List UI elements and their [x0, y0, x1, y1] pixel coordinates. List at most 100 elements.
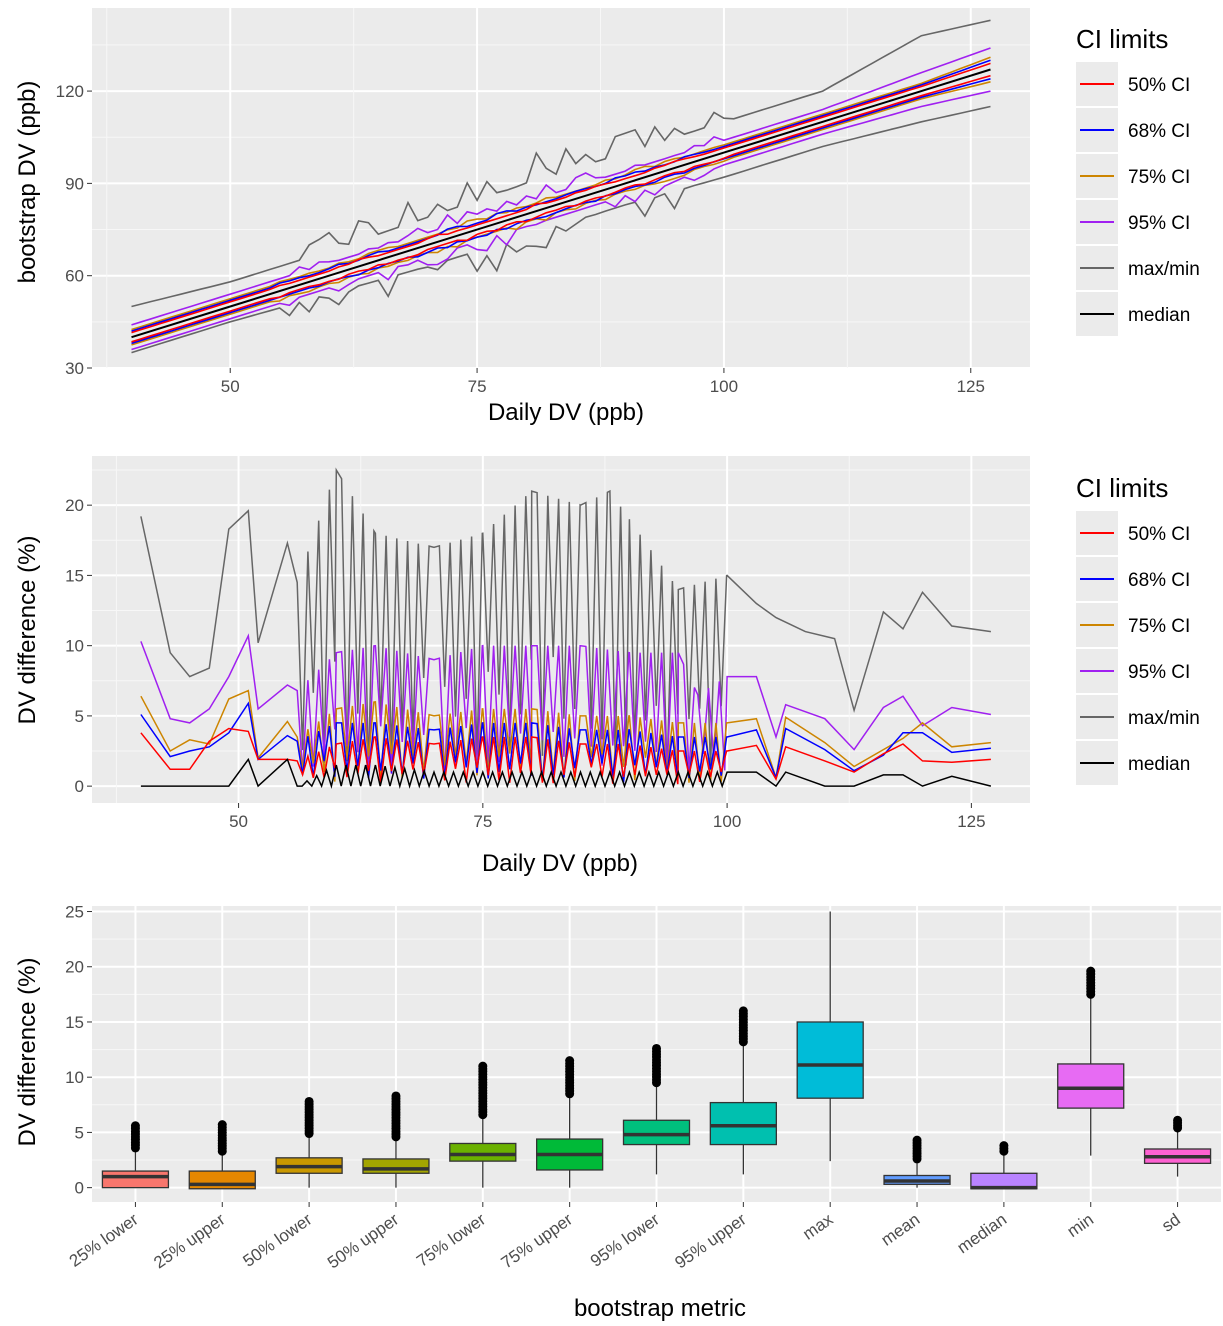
panel3-tick-label-x: sd [1158, 1210, 1184, 1236]
panel2-series-median [140, 757, 992, 789]
panel-dv-difference-lines: Daily DV (ppb) DV difference (%) CI limi… [14, 456, 1200, 877]
panel3-tick-label-x: max [799, 1209, 837, 1243]
panel1-tick-label-y: 60 [65, 267, 84, 286]
panel1-tick-label-x: 125 [957, 377, 985, 396]
panel1-tick-label-y: 120 [56, 82, 84, 101]
panel1-legend-title: CI limits [1076, 24, 1168, 54]
panel3-tick-label-x: 95% lower [587, 1210, 663, 1271]
box-95-lower [622, 1043, 691, 1175]
panel2-tick-label-x: 75 [473, 812, 492, 831]
panel1-series-max-min-upper [131, 19, 991, 308]
box-sd [1143, 1115, 1212, 1177]
box-50-lower [275, 1096, 343, 1188]
panel2-tick-label-x: 125 [957, 812, 985, 831]
panel2-y-axis-title: DV difference (%) [14, 536, 41, 725]
box-max [796, 911, 864, 1162]
panel3-tick-label-x: 25% lower [66, 1210, 142, 1271]
panel2-legend-label: 50% CI [1128, 524, 1190, 545]
panel3-tick-label-x: min [1064, 1210, 1097, 1241]
box-outlier [217, 1120, 227, 1130]
box-75-lower [449, 1061, 517, 1188]
panel-bootstrap-metric-boxplot: bootstrap metric DV difference (%) 0 5 10 1… [14, 903, 1221, 1322]
box-min [1057, 966, 1125, 1156]
box-body [188, 1170, 256, 1190]
panel1-legend-label: 75% CI [1128, 167, 1190, 188]
panel1-tick-label-y: 90 [65, 174, 84, 193]
panel2-series-95-ci [140, 633, 992, 778]
panel2-tick-label-y: 20 [65, 496, 84, 515]
panel3-tick-label-y: 15 [65, 1013, 84, 1032]
box-outlier [391, 1091, 401, 1101]
panel2-series-68-ci [140, 701, 991, 783]
panel2-tick-label-y: 15 [65, 566, 84, 585]
box-body [449, 1142, 517, 1162]
panel1-tick-label-x: 50 [221, 377, 240, 396]
panel2-legend-title: CI limits [1076, 473, 1168, 503]
panel3-tick-label-x: 75% lower [413, 1210, 489, 1271]
panel3-tick-label-y: 10 [65, 1068, 84, 1087]
box-outlier [130, 1121, 140, 1131]
box-body [796, 1021, 864, 1099]
panel2-series-max-min [140, 467, 992, 774]
panel2-tick-label-y: 5 [75, 707, 84, 726]
panel-bootstrap-dv: Daily DV (ppb) bootstrap DV (ppb) CI lim… [14, 8, 1200, 426]
panel2-x-axis-title: Daily DV (ppb) [482, 850, 638, 877]
panel1-legend-label: 50% CI [1128, 75, 1190, 96]
box-outlier [304, 1096, 314, 1106]
panel2-legend-label: 75% CI [1128, 616, 1190, 637]
panel3-tick-label-y: 25 [65, 903, 84, 922]
box-outlier [738, 1006, 748, 1016]
panel3-y-axis-title: DV difference (%) [14, 958, 41, 1147]
panel1-series-50-ci-lower [131, 74, 991, 343]
box-body [101, 1170, 170, 1189]
panel1-series-50-ci-upper [131, 62, 991, 334]
panel2-series-50-ci [140, 727, 991, 785]
panel3-tick-label-y: 20 [65, 958, 84, 977]
panel1-x-axis-title: Daily DV (ppb) [488, 399, 644, 426]
box-outlier [478, 1061, 488, 1071]
panel3-tick-label-x: 95% upper [671, 1210, 750, 1273]
box-outlier [565, 1056, 575, 1066]
panel3-tick-label-y: 0 [75, 1179, 84, 1198]
box-body [1057, 1063, 1125, 1109]
panel1-tick-label-x: 100 [710, 377, 738, 396]
panel3-tick-label-x: 25% upper [150, 1210, 229, 1273]
panel2-tick-label-y: 0 [75, 777, 84, 796]
box-outlier [1173, 1115, 1183, 1125]
panel1-series-75-ci-upper [131, 56, 991, 331]
panel1-legend-label: 95% CI [1128, 213, 1190, 234]
panel2-legend-label: 68% CI [1128, 570, 1190, 591]
panel2-legend-label: median [1128, 754, 1190, 775]
box-75-upper [536, 1056, 604, 1188]
panel1-y-axis-title: bootstrap DV (ppb) [14, 81, 41, 284]
panel1-series-max-min-lower [131, 105, 991, 354]
box-outlier [1086, 966, 1096, 976]
box-mean [883, 1135, 951, 1188]
box-outlier [652, 1043, 661, 1053]
panel3-tick-label-x: 50% upper [324, 1210, 403, 1273]
panel2-legend-label: 95% CI [1128, 662, 1190, 683]
box-outlier [999, 1141, 1009, 1151]
panel1-series-95-ci-upper [131, 47, 991, 326]
panel3-tick-label-x: median [954, 1210, 1011, 1258]
panel1-tick-label-y: 30 [65, 359, 84, 378]
panel3-tick-label-y: 5 [75, 1123, 84, 1142]
panel1-legend-label: 68% CI [1128, 121, 1190, 142]
panel2-tick-label-x: 100 [713, 812, 741, 831]
box-50-upper [362, 1091, 430, 1188]
panel1-series-95-ci-lower [131, 90, 991, 351]
panel1-legend-label: median [1128, 305, 1190, 326]
box-body [362, 1158, 430, 1174]
panel1-legend-label: max/min [1128, 259, 1200, 280]
panel2-tick-label-x: 50 [229, 812, 248, 831]
box-25-upper [188, 1120, 256, 1190]
box-body [709, 1101, 777, 1146]
panel3-tick-label-x: mean [878, 1210, 924, 1250]
panel1-series-median [131, 68, 991, 339]
box-body [622, 1119, 691, 1146]
panel3-tick-label-x: 50% lower [239, 1210, 315, 1271]
box-median [970, 1141, 1038, 1190]
panel3-x-axis-title: bootstrap metric [574, 1295, 746, 1322]
box-25-lower [101, 1121, 170, 1189]
